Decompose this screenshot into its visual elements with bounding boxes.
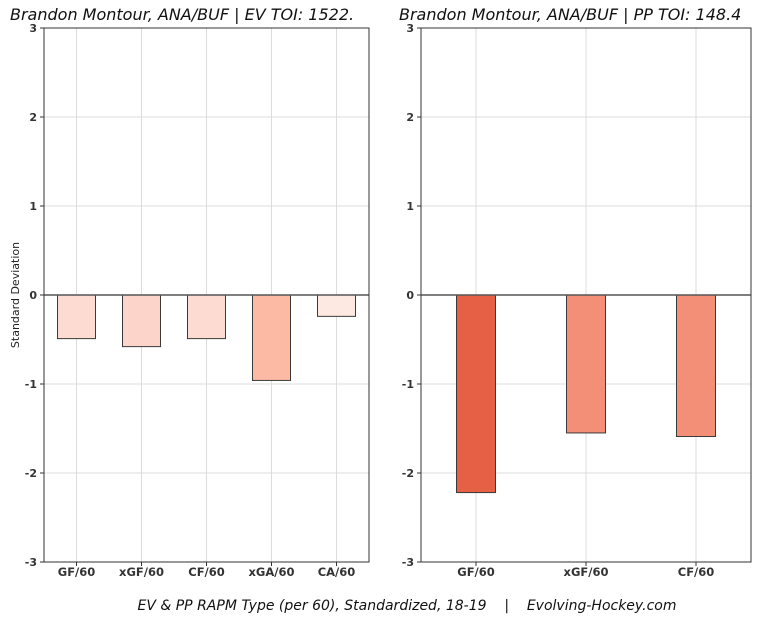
y-tick-label: 3: [29, 22, 37, 35]
y-tick-label: 1: [406, 200, 414, 213]
y-tick-label: -3: [402, 556, 414, 569]
y-tick-label: -1: [402, 378, 414, 391]
x-tick-label: CF/60: [188, 565, 225, 579]
bar-ca-per-60: [317, 294, 356, 317]
bar-gf-per-60: [456, 294, 496, 494]
x-tick-label: xGF/60: [564, 565, 609, 579]
y-tick-label: -3: [25, 556, 37, 569]
x-tick-label: GF/60: [58, 565, 96, 579]
pp-panel-title: Brandon Montour, ANA/BUF | PP TOI: 148.4: [399, 5, 741, 24]
y-tick-label: -2: [25, 467, 37, 480]
title-mask: [379, 0, 399, 24]
ev-panel: 3 2 1 0 -1 -2 -3 GF/60 xGF/60 CF/60 xGA/60 CA/60: [25, 22, 370, 579]
y-tick-label: -1: [25, 378, 37, 391]
y-tick-label: 2: [406, 111, 414, 124]
bar-xgf-per-60: [122, 294, 161, 348]
bar-xga-per-60: [252, 294, 291, 381]
x-tick-label: CA/60: [318, 565, 356, 579]
figure-caption: EV & PP RAPM Type (per 60), Standardized…: [138, 598, 677, 614]
pp-panel: 3 2 1 0 -1 -2 -3 GF/60 xGF/60 CF/60: [402, 22, 752, 579]
x-tick-label: xGA/60: [249, 565, 295, 579]
y-tick-label: 0: [406, 289, 414, 302]
ev-panel-title: Brandon Montour, ANA/BUF | EV TOI: 1522.: [10, 5, 354, 24]
bar-cf-per-60: [676, 294, 716, 438]
y-tick-label: 1: [29, 200, 37, 213]
y-tick-label: -2: [402, 467, 414, 480]
bar-cf-per-60: [187, 294, 226, 340]
x-tick-label: CF/60: [678, 565, 715, 579]
y-tick-label: 2: [29, 111, 37, 124]
y-axis-label: Standard Deviation: [9, 242, 22, 348]
y-tick-label: 3: [406, 22, 414, 35]
x-tick-label: GF/60: [457, 565, 495, 579]
bar-gf-per-60: [57, 294, 96, 340]
y-tick-label: 0: [29, 289, 37, 302]
x-tick-label: xGF/60: [119, 565, 164, 579]
bar-xgf-per-60: [566, 294, 606, 434]
